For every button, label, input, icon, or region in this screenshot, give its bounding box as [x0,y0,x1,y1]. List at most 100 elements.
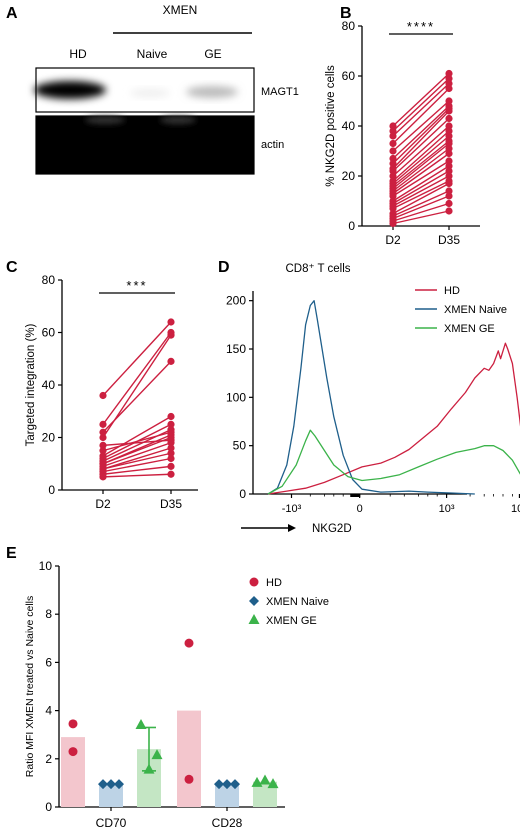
point-d35 [445,84,453,93]
band-actin-gap-2 [160,116,196,124]
pair-line [392,210,450,225]
band-magt1-ge [186,86,238,98]
band-magt1-hd [34,81,106,99]
histogram-xmen-ge [267,429,520,495]
panel-letter-a: A [6,5,18,22]
point-d2 [389,127,397,135]
pair-line [102,457,172,473]
point-d35 [167,412,175,421]
point-d35 [167,444,175,452]
point-d2 [99,447,107,455]
pair-line [102,321,172,396]
pair-line [102,360,172,433]
pair-line [392,160,450,197]
y-tick-label: 20 [42,431,56,445]
point-hd [184,774,194,784]
point-d2 [389,209,397,218]
pair-line [392,147,450,192]
y-tick-label: 0 [45,800,52,814]
legend-label: HD [266,577,282,589]
x-axis-label: NKG2D [312,523,352,535]
blot-actin [35,115,255,175]
y-tick-label: 150 [226,342,246,356]
pair-line [102,452,172,470]
point-xmen-naive [214,779,224,790]
y-tick-label: 40 [342,119,356,133]
x-tick-label: D35 [160,497,182,511]
x-tick-label: 10³ [439,503,455,515]
legend-marker [248,614,260,624]
pair-line [392,142,450,190]
point-d2 [389,177,397,185]
panel-b: B 0 20 40 60 80 D2 D35 % NKG2D positive cells **… [325,5,480,247]
pair-line [392,100,450,152]
legend-label: XMEN GE [444,323,495,335]
point-xmen-ge [143,763,155,774]
point-d35 [445,199,453,208]
chart-e: 0 2 4 6 8 10 Ratio MFI XMEN treated vs Naive c… [24,559,329,830]
legend-label: HD [444,285,460,297]
point-d35 [445,74,453,83]
point-hd [184,638,194,648]
significance-label: *** [126,278,147,293]
chart-title: CD8⁺ T cells [285,263,350,275]
blot-lane-naive: Naive [137,47,168,61]
pair-line [392,195,450,220]
point-d35 [445,187,453,195]
point-d35 [167,318,175,326]
band-actin-gap [85,116,125,124]
band-actin [36,116,254,174]
y-tick-label: 10 [39,559,53,573]
x-tick-label: CD70 [96,816,127,830]
pair-line [392,180,450,210]
point-d35 [445,207,453,215]
y-tick-label: 80 [342,19,356,33]
point-d35 [445,127,453,135]
point-d2 [99,433,107,442]
pair-line [102,415,172,457]
pair-line [102,442,172,468]
point-xmen-ge [259,774,271,785]
panel-letter-e: E [6,545,17,562]
x-tick-label: -10³ [282,503,302,515]
point-xmen-ge [151,749,163,760]
panel-a: A XMEN HD Naive GE MAGT1 actin [6,3,299,175]
chart-c: 0 20 40 60 80 D2 D35 Targeted integration (%) **… [25,273,198,511]
point-xmen-naive [98,779,108,790]
blot-lane-ge: GE [204,47,221,61]
pair-line [392,108,450,164]
point-d2 [99,420,107,428]
pair-line [392,125,450,177]
pair-line [392,105,450,160]
y-axis-label: Targeted integration (%) [25,323,37,446]
point-d2 [389,147,397,155]
panel-e: E 0 2 4 6 8 10 Ratio MFI XMEN treated vs Naive… [6,545,329,830]
panel-c: C 0 20 40 60 80 D2 D35 Targeted integration (%)… [6,259,198,511]
y-tick-label: 200 [226,294,246,308]
pair-line [392,110,450,169]
pair-line [392,170,450,205]
blot-row-label-magt1: MAGT1 [261,86,299,98]
point-d35 [445,177,453,185]
point-d2 [389,154,397,163]
panel-letter-d: D [218,259,230,276]
point-d35 [167,357,175,365]
point-d35 [445,122,453,130]
x-tick-label: 0 [357,503,363,515]
point-d2 [99,391,107,400]
pair-line [102,447,172,470]
band-magt1-naive [130,89,170,97]
histogram-xmen-naive [267,300,475,495]
chart-d: CD8⁺ T cells050100150200-10³010³10⁴10⁵NK… [226,263,520,535]
point-hd [68,719,78,729]
point-d2 [99,428,107,436]
y-tick-label: 50 [233,439,247,453]
point-d35 [445,69,453,78]
pair-line [102,473,172,478]
y-axis-label: Ratio MFI XMEN treated vs Naive cells [24,596,36,777]
point-xmen-ge [267,778,279,789]
point-d35 [445,79,453,88]
point-d35 [167,436,175,444]
legend-label: XMEN Naive [266,596,329,608]
